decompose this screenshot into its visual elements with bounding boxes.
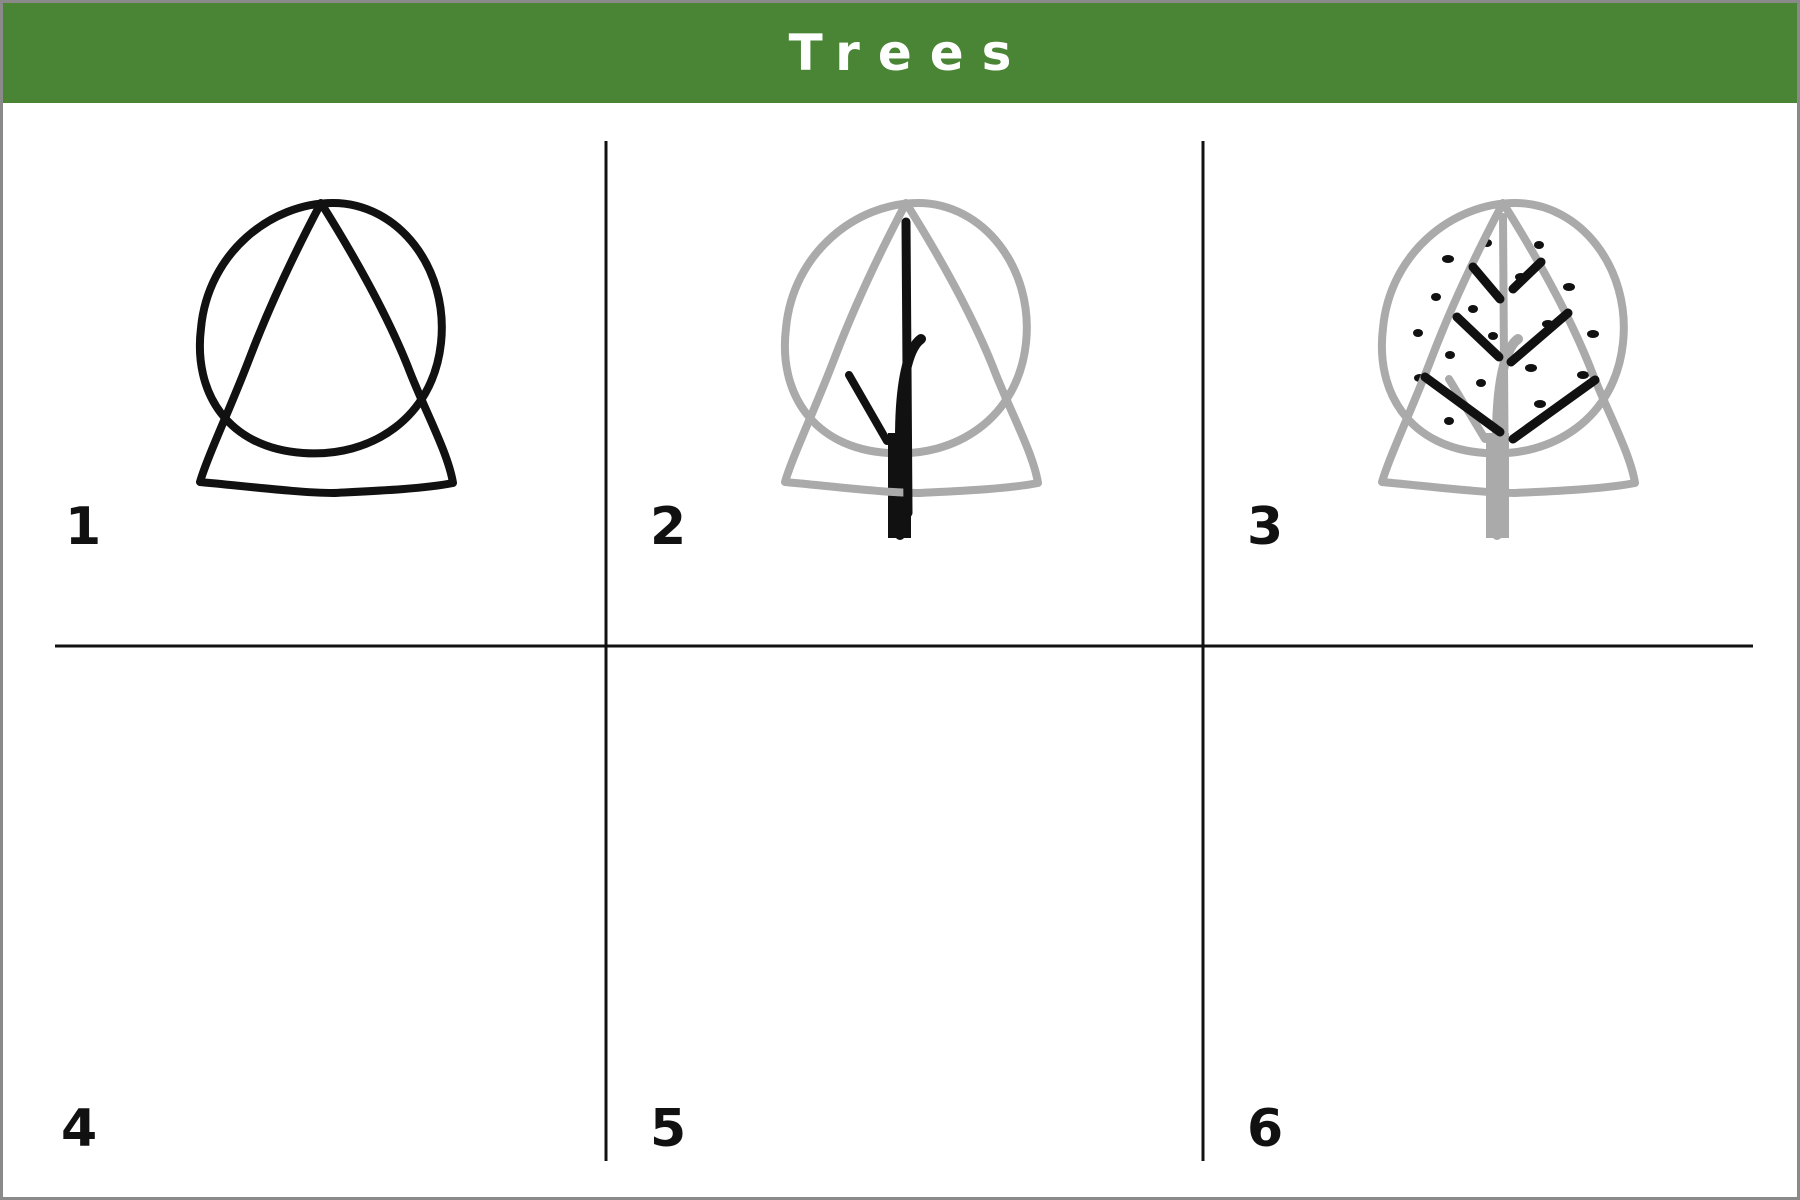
step-4-drawing [196,199,457,497]
step-1-drawing [195,199,446,458]
step-number-3: 3 [1247,497,1284,557]
triangle-crown-icon [781,199,1042,497]
step-number-4: 4 [61,1099,98,1159]
branch-icon [845,371,891,445]
drawing-grid [55,141,1753,1161]
page-title: Trees [788,24,1030,82]
triangle-crown-icon [196,199,457,497]
title-bar: Trees [3,3,1797,103]
step-number-1: 1 [65,497,102,557]
branches-icon [1420,257,1600,444]
step-number-2: 2 [650,497,687,557]
step-number-5: 5 [650,1099,687,1159]
triangle-crown-icon [1378,199,1639,497]
trunk-icon [901,217,913,518]
trunk-icon [1499,213,1509,517]
step-6-drawing [1378,199,1639,517]
step-5-drawing [781,199,1042,518]
round-crown-icon [195,199,446,458]
round-crown-icon [1377,199,1628,458]
step-number-6: 6 [1247,1099,1284,1159]
